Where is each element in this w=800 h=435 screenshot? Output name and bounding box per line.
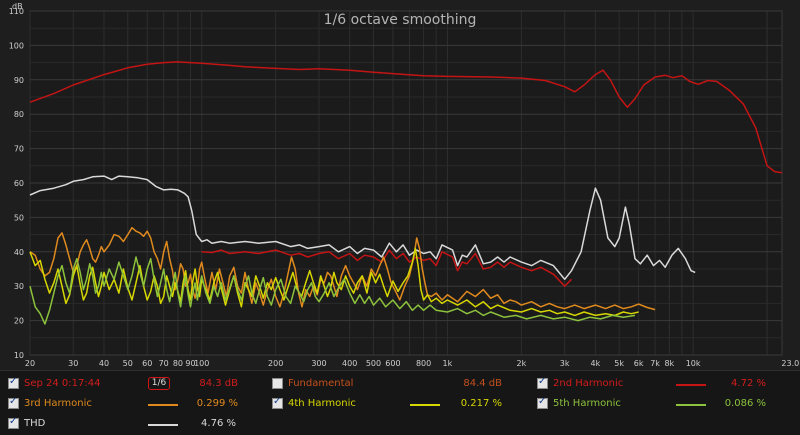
legend-row: 3rd Harmonic 0.299 % 4th Harmonic 0.217 … <box>0 394 800 414</box>
x-tick-label: 80 <box>173 359 183 368</box>
thd-checkbox[interactable] <box>8 416 19 429</box>
x-tick-label: 6k <box>634 359 644 368</box>
y-tick-label: 70 <box>14 145 24 154</box>
second-harmonic-swatch <box>676 384 706 386</box>
x-tick-label: 800 <box>416 359 431 368</box>
second-harmonic-checkbox[interactable] <box>537 376 548 389</box>
second-harmonic-label[interactable]: 2nd Harmonic <box>553 378 624 389</box>
thd-label[interactable]: THD <box>24 418 46 429</box>
x-tick-label: 200 <box>268 359 283 368</box>
fifth-harmonic-label[interactable]: 5th Harmonic <box>553 398 621 409</box>
x-tick-label: 5k <box>614 359 624 368</box>
x-tick-label: 23.0k Hz <box>781 359 800 368</box>
y-tick-label: 40 <box>14 248 24 257</box>
x-tick-label: 2k <box>517 359 527 368</box>
series-group <box>29 61 783 325</box>
x-tick-label: 30 <box>68 359 78 368</box>
y-tick-label: 90 <box>14 76 24 85</box>
thd-swatch <box>148 424 178 426</box>
measurement-label[interactable]: Sep 24 0:17:44 <box>24 378 101 389</box>
measurement-checkbox[interactable] <box>8 376 19 389</box>
fifth-harmonic-value: 0.086 % <box>724 398 766 409</box>
x-tick-label: 20 <box>25 359 35 368</box>
grid <box>29 10 782 356</box>
y-tick-label: 10 <box>14 351 24 360</box>
third-harmonic-checkbox[interactable] <box>8 396 19 409</box>
smoothing-button[interactable]: 1/6 <box>148 377 170 390</box>
series-line-thd <box>29 175 696 281</box>
legend-row: Sep 24 0:17:44 1/6 84.3 dB Fundamental 8… <box>0 374 800 394</box>
fourth-harmonic-value: 0.217 % <box>460 398 502 409</box>
y-tick-label: 50 <box>14 213 24 222</box>
x-tick-label: 3k <box>560 359 570 368</box>
thd-value: 4.76 % <box>201 418 236 429</box>
x-tick-label: 40 <box>99 359 109 368</box>
x-tick-label: 8k <box>664 359 674 368</box>
y-tick-label: 110 <box>9 7 24 16</box>
fundamental-value: 84.4 dB <box>463 378 502 389</box>
x-tick-label: 300 <box>311 359 326 368</box>
x-tick-label: 70 <box>159 359 169 368</box>
x-tick-label: 4k <box>590 359 600 368</box>
y-unit-label: dB <box>12 2 23 11</box>
y-tick-label: 100 <box>9 41 24 50</box>
y-tick-label: 80 <box>14 110 24 119</box>
x-tick-label: 400 <box>342 359 357 368</box>
x-tick-label: 50 <box>123 359 133 368</box>
y-tick-label: 20 <box>14 317 24 326</box>
chart-title: 1/6 octave smoothing <box>324 12 477 28</box>
fundamental-checkbox[interactable] <box>272 378 283 389</box>
fourth-harmonic-checkbox[interactable] <box>272 396 283 409</box>
series-line-2nd-harmonic <box>201 249 573 287</box>
third-harmonic-label[interactable]: 3rd Harmonic <box>24 398 92 409</box>
x-tick-label: 600 <box>385 359 400 368</box>
second-harmonic-value: 4.72 % <box>731 378 766 389</box>
series-line-sep-24-0-17-44 <box>29 61 783 174</box>
x-tick-label: 100 <box>194 359 209 368</box>
y-tick-label: 30 <box>14 282 24 291</box>
x-tick-label: 7k <box>650 359 660 368</box>
legend-row: THD 4.76 % <box>0 414 800 434</box>
fourth-harmonic-swatch <box>410 404 440 406</box>
x-tick-label: 90 <box>185 359 195 368</box>
x-tick-label: 60 <box>142 359 152 368</box>
legend-panel: Sep 24 0:17:44 1/6 84.3 dB Fundamental 8… <box>0 370 800 435</box>
x-tick-label: 1k <box>443 359 453 368</box>
fifth-harmonic-swatch <box>676 404 706 406</box>
series-line-3rd-harmonic <box>29 226 656 311</box>
fundamental-label[interactable]: Fundamental <box>288 378 354 389</box>
fourth-harmonic-label[interactable]: 4th Harmonic <box>288 398 356 409</box>
third-harmonic-value: 0.299 % <box>196 398 238 409</box>
x-tick-label: 500 <box>366 359 381 368</box>
fifth-harmonic-checkbox[interactable] <box>537 396 548 409</box>
y-tick-label: 60 <box>14 179 24 188</box>
third-harmonic-swatch <box>148 404 178 406</box>
x-tick-label: 10k <box>686 359 701 368</box>
series-line-5th-harmonic <box>29 256 636 325</box>
measurement-value: 84.3 dB <box>199 378 238 389</box>
